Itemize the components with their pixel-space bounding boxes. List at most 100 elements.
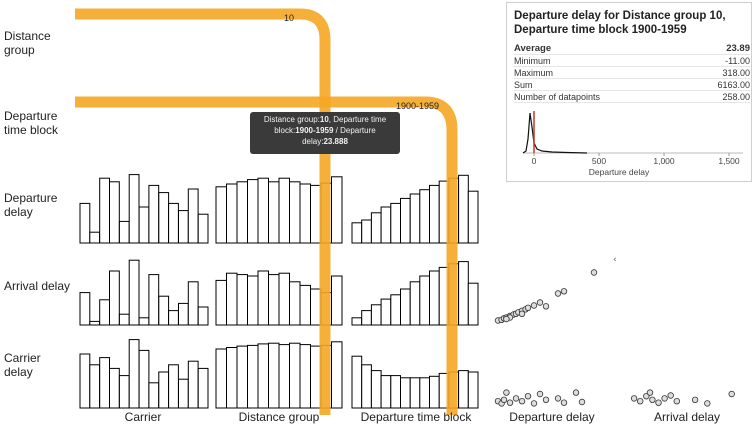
stats-table: Average 23.89 Minimum -11.00 Maximum 318.00…: [514, 43, 750, 103]
density-curve: [522, 112, 588, 154]
bar: [429, 184, 440, 244]
stats-row-minimum: Minimum -11.00: [514, 54, 750, 67]
scatter-point: [536, 390, 544, 398]
bar: [158, 371, 170, 409]
bar-layer: [79, 174, 479, 409]
bar: [148, 382, 160, 409]
distance-group-highlight-path: [75, 8, 331, 415]
scatter-point: [554, 395, 562, 402]
bar: [187, 188, 199, 244]
bar: [400, 197, 411, 244]
scatter-point: [536, 299, 544, 306]
scatter-point: [673, 398, 680, 405]
scatter-point: [667, 392, 674, 399]
bar: [331, 341, 343, 409]
scatter-point: [524, 393, 532, 400]
bar: [99, 299, 110, 326]
scatter-point: [503, 315, 510, 323]
scatter-layer: [494, 269, 735, 407]
scatter-point: [560, 288, 568, 295]
tooltip-line2-prefix: block:: [274, 126, 296, 135]
bar: [215, 186, 227, 244]
bar: [310, 184, 322, 244]
bar: [118, 220, 130, 244]
column-label-arrival-delay: Arrival delay: [654, 410, 720, 424]
bar: [268, 274, 280, 326]
scatter-point: [542, 303, 550, 310]
scatter-point: [518, 398, 526, 405]
bar: [458, 261, 469, 326]
bar: [278, 344, 290, 409]
bar: [380, 298, 392, 326]
bar: [400, 288, 411, 326]
bar: [215, 348, 227, 409]
distance-group-highlight-label: 10: [284, 13, 294, 23]
bar: [429, 375, 440, 409]
bar: [458, 370, 469, 409]
stats-value: 6163.00: [685, 78, 750, 91]
bar: [109, 270, 120, 326]
scatter-point: [518, 310, 526, 317]
bar: [278, 272, 290, 326]
bar: [268, 181, 280, 244]
bar: [370, 304, 382, 326]
bar: [247, 179, 259, 244]
bar: [178, 378, 189, 409]
bar: [467, 282, 479, 326]
stats-value: -11.00: [685, 54, 750, 67]
stats-label: Number of datapoints: [514, 90, 686, 103]
bar: [197, 213, 209, 244]
bar: [419, 189, 430, 244]
bar: [278, 177, 290, 244]
bar: [138, 317, 150, 326]
scatter-point: [630, 395, 638, 402]
bar: [331, 176, 343, 244]
bar: [226, 272, 238, 326]
bar: [409, 377, 421, 409]
tooltip-line2-suffix: / Departure: [333, 126, 376, 135]
stats-value: 258.00: [685, 90, 750, 103]
scatter-point: [542, 396, 550, 403]
bar: [236, 181, 248, 244]
bar: [118, 313, 130, 326]
column-labels: Carrier Distance group Departure time bl…: [125, 410, 720, 424]
row-label-arrival-delay: Arrival delay: [4, 279, 70, 293]
scatter-point: [530, 400, 538, 407]
bar: [268, 342, 280, 409]
bar: [187, 281, 199, 326]
bar: [128, 339, 140, 409]
bar: [226, 347, 238, 409]
bar: [148, 184, 160, 244]
scatter-point: [704, 400, 711, 407]
tooltip-line1-prefix: Distance group:: [263, 115, 320, 124]
bar: [370, 370, 382, 409]
tooltip-line2-value: 1900-1959: [295, 126, 334, 135]
stats-row-average: Average 23.89: [514, 43, 750, 55]
bar: [380, 206, 392, 244]
bar: [370, 212, 382, 244]
bar: [168, 364, 179, 409]
bar: [89, 364, 101, 409]
density-tick-label: 0: [532, 156, 537, 166]
tooltip-line1-value: 10: [319, 115, 329, 124]
density-tick-label: 500: [592, 156, 606, 166]
row-label-distance-group: Distance group: [4, 29, 51, 57]
tooltip: Distance group:10, Departure time block:…: [250, 112, 400, 154]
density-tick-label: 1,000: [653, 156, 675, 166]
row-labels: Distance group Departure time block Depart…: [4, 29, 70, 379]
bar: [79, 353, 91, 409]
bar: [187, 360, 199, 409]
bar: [380, 375, 392, 409]
bar: [99, 357, 110, 409]
scatter-point: [500, 396, 508, 403]
bar: [168, 202, 179, 244]
scatter-point: [655, 399, 662, 406]
scatter-point: [530, 302, 538, 309]
bar: [361, 219, 372, 244]
bar: [361, 310, 372, 326]
bar: [458, 174, 469, 244]
bar: [351, 317, 363, 326]
bar: [310, 345, 322, 409]
bar: [215, 279, 227, 326]
